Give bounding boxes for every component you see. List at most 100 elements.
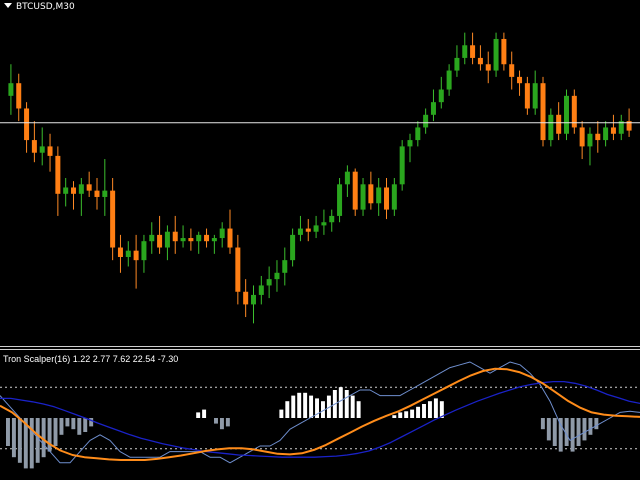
histogram-bar: [35, 418, 40, 463]
candle-body: [329, 215, 335, 223]
histogram-bar: [77, 418, 82, 435]
indicator-chart[interactable]: [0, 350, 640, 480]
price-chart-panel[interactable]: BTCUSD,M30: [0, 0, 640, 346]
histogram-bar: [59, 418, 64, 435]
histogram-bar: [404, 411, 409, 418]
candle: [133, 234, 139, 289]
candle-body: [55, 155, 61, 194]
candle: [266, 266, 272, 299]
candle-body: [391, 184, 397, 210]
candle-body: [610, 127, 616, 134]
candle: [618, 114, 624, 141]
candle-body: [423, 114, 429, 128]
histogram-bar: [552, 418, 557, 446]
candle-body: [149, 234, 155, 242]
histogram-bar: [53, 418, 58, 446]
candle: [164, 225, 170, 261]
candle: [39, 127, 45, 166]
chart-title[interactable]: BTCUSD,M30: [4, 2, 75, 13]
candle-body: [493, 38, 499, 71]
histogram-bar: [219, 418, 224, 430]
candle-body: [446, 70, 452, 90]
indicator-panel[interactable]: Tron Scalper(16) 1.22 2.77 7.62 22.54 -7…: [0, 350, 640, 480]
candle: [125, 241, 131, 267]
indicator-label: Tron Scalper(16) 1.22 2.77 7.62 22.54 -7…: [3, 354, 179, 364]
candle: [297, 215, 303, 242]
candle: [211, 234, 217, 254]
candle-body: [376, 187, 382, 204]
candle-body: [86, 184, 92, 191]
candle-body: [180, 238, 186, 242]
histogram-bar: [570, 418, 575, 452]
candle: [470, 32, 476, 65]
histogram-bar: [279, 409, 284, 418]
candle: [430, 89, 436, 122]
candle: [493, 32, 499, 77]
candle-body: [39, 146, 45, 153]
histogram-bar: [439, 401, 444, 418]
candle-body: [556, 114, 562, 134]
candle-body: [454, 57, 460, 71]
candle-body: [235, 247, 241, 292]
candle: [31, 121, 37, 163]
candle-body: [462, 45, 468, 58]
candle-body: [117, 247, 123, 257]
candle: [438, 76, 444, 109]
histogram-bar: [29, 418, 34, 469]
candle: [509, 51, 515, 90]
histogram-bar: [47, 418, 52, 452]
candle-body: [250, 294, 256, 305]
histogram-bar: [427, 401, 432, 418]
candle: [556, 102, 562, 141]
candle: [579, 121, 585, 160]
candle: [47, 133, 53, 172]
symbol-timeframe: BTCUSD,M30: [16, 2, 75, 12]
panel-separator[interactable]: [0, 346, 640, 347]
candle-body: [78, 184, 84, 194]
candle-body: [8, 83, 14, 96]
histogram-bar: [214, 418, 218, 424]
candle: [180, 225, 186, 248]
candle: [55, 146, 61, 216]
candle: [454, 45, 460, 77]
histogram-bar: [6, 418, 10, 446]
candle-body: [31, 140, 37, 153]
candle: [141, 234, 147, 273]
histogram-bar: [285, 401, 290, 418]
chevron-down-icon[interactable]: [4, 3, 12, 8]
histogram-bar: [582, 418, 587, 441]
histogram-bar: [89, 418, 94, 427]
histogram-bar: [392, 415, 397, 418]
candle: [587, 127, 593, 166]
candle: [321, 209, 327, 235]
histogram-bar: [564, 418, 569, 446]
candle-body: [438, 89, 444, 103]
candle: [360, 178, 366, 216]
candle-body: [571, 95, 577, 128]
candle-body: [266, 279, 272, 286]
candle: [227, 209, 233, 254]
price-chart[interactable]: [0, 0, 640, 346]
candle: [305, 219, 311, 242]
candle: [384, 178, 390, 220]
candle: [219, 222, 225, 248]
candle-body: [595, 133, 601, 141]
candle-body: [125, 250, 131, 257]
candle-body: [430, 102, 436, 115]
candle-body: [470, 45, 476, 58]
candle-body: [540, 83, 546, 141]
candle-body: [172, 231, 178, 242]
candle-body: [243, 291, 249, 305]
histogram-bar: [196, 412, 201, 418]
candle: [603, 121, 609, 147]
candle-body: [579, 127, 585, 147]
histogram-bar: [41, 418, 46, 458]
histogram-bar: [576, 418, 581, 446]
candle-body: [282, 260, 288, 273]
candle: [86, 171, 92, 197]
candle: [188, 228, 194, 251]
histogram-bar: [326, 395, 331, 418]
candle: [78, 178, 84, 216]
candle: [110, 178, 116, 261]
candle-body: [532, 83, 538, 109]
